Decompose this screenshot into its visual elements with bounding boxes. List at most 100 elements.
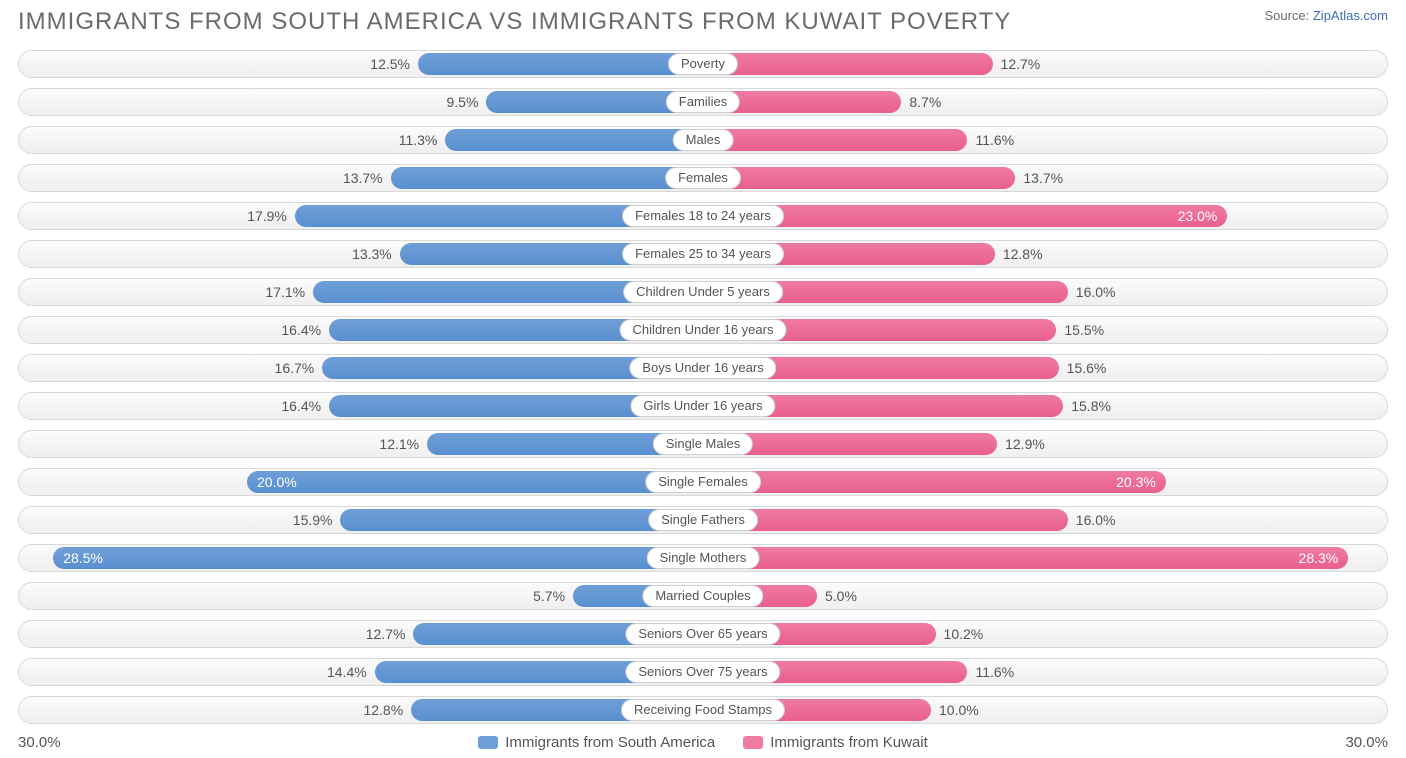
chart-source: Source: ZipAtlas.com bbox=[1264, 8, 1388, 23]
row-right-half: 28.3% bbox=[703, 545, 1387, 571]
row-right-half: 11.6% bbox=[703, 659, 1387, 685]
category-pill: Poverty bbox=[668, 53, 738, 75]
value-label-right: 5.0% bbox=[817, 583, 863, 609]
value-label-left: 15.9% bbox=[287, 507, 341, 533]
value-label-left: 16.4% bbox=[275, 393, 329, 419]
row-right-half: 23.0% bbox=[703, 203, 1387, 229]
row-right-half: 5.0% bbox=[703, 583, 1387, 609]
chart-row: 13.7%13.7%Females bbox=[18, 164, 1388, 192]
category-pill: Seniors Over 65 years bbox=[625, 623, 780, 645]
row-right-half: 10.0% bbox=[703, 697, 1387, 723]
row-right-half: 11.6% bbox=[703, 127, 1387, 153]
legend-label-right: Immigrants from Kuwait bbox=[770, 734, 928, 751]
value-label-left: 13.7% bbox=[337, 165, 391, 191]
value-label-left: 12.1% bbox=[373, 431, 427, 457]
chart-row: 28.5%28.3%Single Mothers bbox=[18, 544, 1388, 572]
row-left-half: 16.7% bbox=[19, 355, 703, 381]
chart-row: 17.1% 16.0% Children Under 5 years bbox=[18, 278, 1388, 306]
legend-item-right: Immigrants from Kuwait bbox=[743, 734, 928, 751]
row-left-half: 16.4% bbox=[19, 317, 703, 343]
value-label-right: 11.6% bbox=[967, 659, 1020, 685]
chart-footer: 30.0% Immigrants from South America Immi… bbox=[18, 734, 1388, 751]
value-label-right: 10.0% bbox=[931, 697, 985, 723]
row-left-half: 14.4% bbox=[19, 659, 703, 685]
chart-header: IMMIGRANTS FROM SOUTH AMERICA VS IMMIGRA… bbox=[18, 8, 1388, 36]
category-pill: Children Under 5 years bbox=[623, 281, 783, 303]
row-right-half: 8.7% bbox=[703, 89, 1387, 115]
chart-row: 14.4%11.6%Seniors Over 75 years bbox=[18, 658, 1388, 686]
value-label-left: 13.3% bbox=[346, 241, 400, 267]
row-left-half: 12.1% bbox=[19, 431, 703, 457]
row-left-half: 20.0% bbox=[19, 469, 703, 495]
row-left-half: 17.1% bbox=[19, 279, 703, 305]
chart-row: 12.7% 10.2% Seniors Over 65 years bbox=[18, 620, 1388, 648]
row-left-half: 13.3% bbox=[19, 241, 703, 267]
legend: Immigrants from South America Immigrants… bbox=[478, 734, 928, 751]
value-label-left: 11.3% bbox=[393, 127, 446, 153]
row-right-half: 12.8% bbox=[703, 241, 1387, 267]
value-label-right: 16.0% bbox=[1068, 279, 1122, 305]
value-label-left: 12.8% bbox=[357, 697, 411, 723]
category-pill: Females 25 to 34 years bbox=[622, 243, 784, 265]
value-label-right: 12.9% bbox=[997, 431, 1051, 457]
value-label-left: 16.4% bbox=[275, 317, 329, 343]
axis-max-right: 30.0% bbox=[1345, 734, 1388, 751]
chart-area: 12.5%12.7%Poverty9.5%8.7%Families11.3%11… bbox=[18, 50, 1388, 724]
row-right-half: 15.8% bbox=[703, 393, 1387, 419]
row-left-half: 12.7% bbox=[19, 621, 703, 647]
value-label-right: 10.2% bbox=[936, 621, 990, 647]
value-label-right: 15.5% bbox=[1056, 317, 1110, 343]
value-label-left: 17.9% bbox=[241, 203, 295, 229]
value-label-left: 17.1% bbox=[259, 279, 313, 305]
chart-row: 20.0%20.3%Single Females bbox=[18, 468, 1388, 496]
value-label-left: 9.5% bbox=[440, 89, 486, 115]
row-right-half: 13.7% bbox=[703, 165, 1387, 191]
value-label-left: 20.0% bbox=[247, 469, 703, 495]
row-right-half: 16.0% bbox=[703, 279, 1387, 305]
bar-left bbox=[418, 53, 703, 75]
category-pill: Receiving Food Stamps bbox=[621, 699, 785, 721]
row-right-half: 15.5% bbox=[703, 317, 1387, 343]
value-label-left: 12.5% bbox=[364, 51, 418, 77]
row-left-half: 15.9% bbox=[19, 507, 703, 533]
value-label-left: 28.5% bbox=[53, 545, 703, 571]
category-pill: Boys Under 16 years bbox=[629, 357, 776, 379]
chart-row: 17.9%23.0%Females 18 to 24 years bbox=[18, 202, 1388, 230]
source-link[interactable]: ZipAtlas.com bbox=[1313, 8, 1388, 23]
row-right-half: 10.2% bbox=[703, 621, 1387, 647]
category-pill: Girls Under 16 years bbox=[630, 395, 775, 417]
row-right-half: 12.9% bbox=[703, 431, 1387, 457]
bar-left bbox=[391, 167, 703, 189]
row-left-half: 11.3% bbox=[19, 127, 703, 153]
value-label-right: 15.8% bbox=[1063, 393, 1117, 419]
value-label-left: 14.4% bbox=[321, 659, 375, 685]
value-label-right: 28.3% bbox=[703, 545, 1348, 571]
row-left-half: 9.5% bbox=[19, 89, 703, 115]
chart-row: 9.5%8.7%Families bbox=[18, 88, 1388, 116]
chart-row: 11.3% 11.6%Males bbox=[18, 126, 1388, 154]
value-label-right: 12.7% bbox=[993, 51, 1047, 77]
row-left-half: 17.9% bbox=[19, 203, 703, 229]
value-label-right: 12.8% bbox=[995, 241, 1049, 267]
category-pill: Single Females bbox=[645, 471, 761, 493]
row-right-half: 20.3% bbox=[703, 469, 1387, 495]
category-pill: Single Mothers bbox=[647, 547, 760, 569]
row-right-half: 12.7% bbox=[703, 51, 1387, 77]
value-label-right: 20.3% bbox=[703, 469, 1166, 495]
chart-row: 15.9% 16.0% Single Fathers bbox=[18, 506, 1388, 534]
row-left-half: 12.5% bbox=[19, 51, 703, 77]
chart-row: 12.1%12.9%Single Males bbox=[18, 430, 1388, 458]
value-label-left: 5.7% bbox=[527, 583, 573, 609]
chart-row: 13.3% 12.8% Females 25 to 34 years bbox=[18, 240, 1388, 268]
chart-row: 16.7%15.6%Boys Under 16 years bbox=[18, 354, 1388, 382]
category-pill: Single Fathers bbox=[648, 509, 758, 531]
legend-label-left: Immigrants from South America bbox=[505, 734, 715, 751]
axis-max-left: 30.0% bbox=[18, 734, 61, 751]
category-pill: Males bbox=[673, 129, 734, 151]
row-left-half: 28.5% bbox=[19, 545, 703, 571]
chart-title: IMMIGRANTS FROM SOUTH AMERICA VS IMMIGRA… bbox=[18, 8, 1011, 36]
chart-row: 5.7%5.0%Married Couples bbox=[18, 582, 1388, 610]
bar-right bbox=[703, 129, 967, 151]
row-left-half: 12.8% bbox=[19, 697, 703, 723]
value-label-right: 16.0% bbox=[1068, 507, 1122, 533]
